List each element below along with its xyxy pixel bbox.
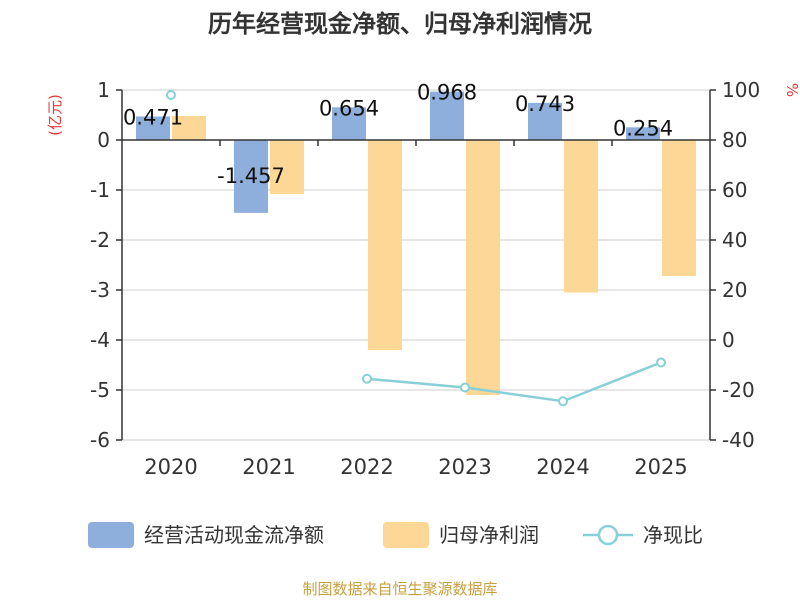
left-axis-tick-label: 0 — [97, 128, 110, 152]
x-axis-tick-label: 2025 — [634, 455, 687, 479]
right-axis-tick-label: -20 — [722, 378, 755, 402]
left-axis-tick-label: -6 — [90, 428, 110, 452]
x-axis-tick-label: 2023 — [438, 455, 491, 479]
right-axis-tick-label: 60 — [722, 178, 747, 202]
legend-marker-cash-ratio — [597, 524, 619, 546]
bar-layer — [136, 91, 696, 395]
right-axis-tick-label: 20 — [722, 278, 747, 302]
left-axis-tick-label: -5 — [90, 378, 110, 402]
bar-cashflow-2023 — [430, 91, 464, 140]
x-axis-tick-label: 2021 — [242, 455, 295, 479]
legend-label-net-profit: 归母净利润 — [439, 523, 539, 547]
bar-net-profit-2022 — [368, 140, 402, 350]
legend-item-cashflow[interactable]: 经营活动现金流净额 — [88, 522, 324, 548]
bar-cashflow-2025 — [626, 127, 660, 140]
left-axis-tick-label: -4 — [90, 328, 110, 352]
left-axis-tick-label: -2 — [90, 228, 110, 252]
right-axis-tick-label: 80 — [722, 128, 747, 152]
legend-item-net-profit[interactable]: 归母净利润 — [383, 522, 539, 548]
line-layer — [166, 90, 666, 407]
data-label-cashflow-2023: 0.968 — [417, 81, 477, 105]
x-axis-tick-label: 2022 — [340, 455, 393, 479]
point-cash-ratio-2023 — [460, 382, 470, 393]
axis-layer: 1 0 -1 -2 -3 -4 -5 -6 100 80 60 40 20 0 -20 -40 2020 2021… — [90, 78, 760, 479]
legend-item-cash-ratio[interactable]: 净现比 — [583, 523, 703, 547]
right-axis-tick-label: 40 — [722, 228, 747, 252]
right-axis-tick-label: 0 — [722, 328, 735, 352]
legend-label-cash-ratio: 净现比 — [643, 523, 703, 547]
legend: 经营活动现金流净额 归母净利润 净现比 — [88, 522, 703, 548]
data-label-cashflow-2021: -1.457 — [217, 164, 285, 188]
legend-swatch-net-profit — [383, 522, 429, 548]
label-layer: 0.471 -1.457 0.654 0.968 0.743 0.254 — [123, 81, 673, 188]
bar-cashflow-2020 — [136, 116, 170, 140]
bar-cashflow-2021 — [234, 140, 268, 213]
legend-swatch-cashflow — [88, 522, 134, 548]
bar-cashflow-2022 — [332, 107, 366, 140]
bar-cashflow-2024 — [528, 102, 562, 140]
right-axis-tick-label: 100 — [722, 78, 760, 102]
bar-net-profit-2021 — [270, 140, 304, 194]
left-axis-tick-label: -3 — [90, 278, 110, 302]
left-axis-tick-label: -1 — [90, 178, 110, 202]
bar-net-profit-2024 — [564, 140, 598, 293]
line-cash-ratio — [366, 361, 662, 403]
left-axis-unit-label: (亿元) — [46, 94, 64, 136]
data-label-cashflow-2022: 0.654 — [319, 96, 379, 120]
point-cash-ratio-2020 — [166, 90, 176, 100]
point-cash-ratio-2025 — [656, 357, 666, 368]
point-cash-ratio-2022 — [362, 373, 372, 384]
left-axis-tick-label: 1 — [97, 78, 110, 102]
data-label-cashflow-2020: 0.471 — [123, 105, 183, 129]
data-label-cashflow-2025: 0.254 — [613, 116, 673, 140]
right-axis-tick-label: -40 — [722, 428, 755, 452]
right-axis-unit-label: % — [783, 83, 800, 97]
point-cash-ratio-2024 — [558, 396, 568, 407]
bar-net-profit-2025 — [662, 140, 696, 276]
x-axis-tick-label: 2024 — [536, 455, 589, 479]
legend-label-cashflow: 经营活动现金流净额 — [144, 523, 324, 547]
x-axis-tick-label: 2020 — [144, 455, 197, 479]
source-note: 制图数据来自恒生聚源数据库 — [302, 580, 497, 598]
bar-net-profit-2023 — [466, 140, 500, 395]
chart-title: 历年经营现金净额、归母净利润情况 — [208, 10, 592, 38]
data-label-cashflow-2024: 0.743 — [515, 92, 575, 116]
bar-net-profit-2020 — [172, 116, 206, 140]
